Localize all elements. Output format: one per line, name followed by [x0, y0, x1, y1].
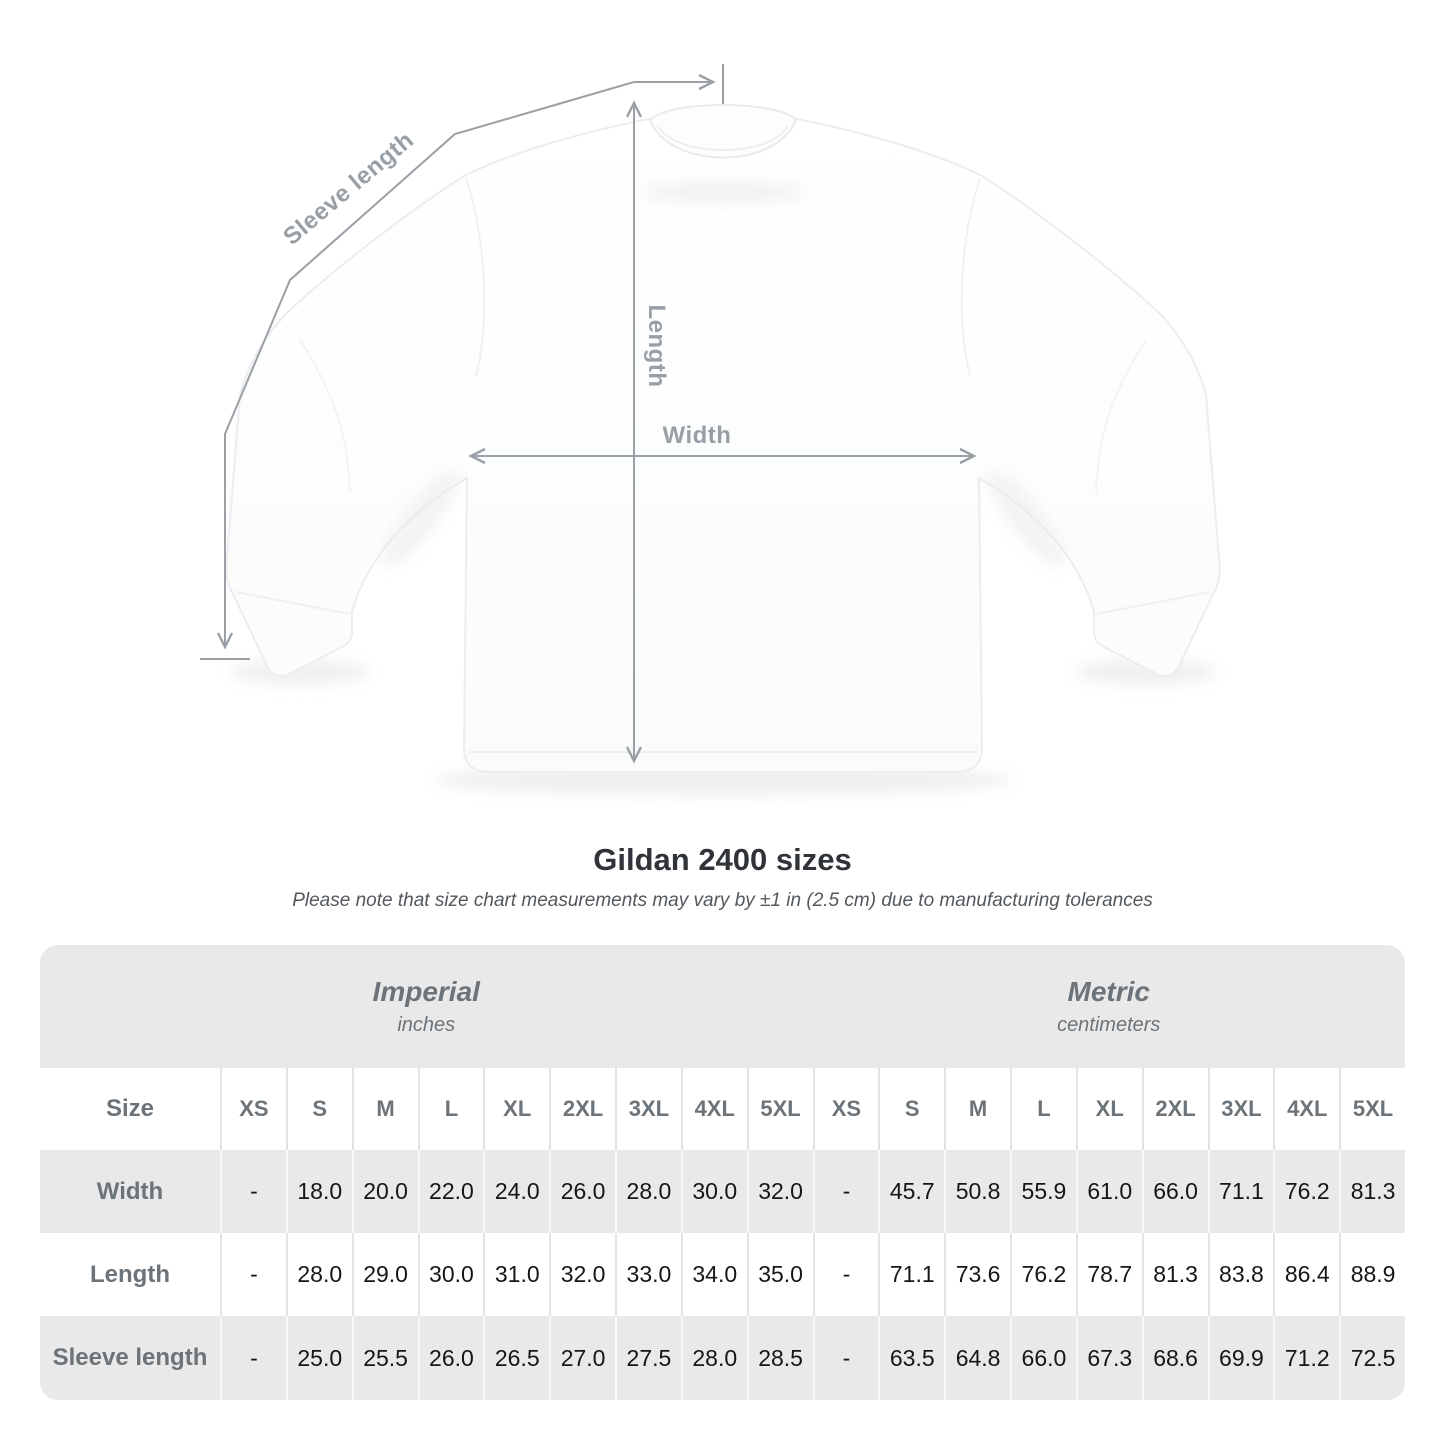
measurement-lines — [200, 64, 977, 764]
size-column-header: Size — [40, 1068, 220, 1150]
value-imperial: 25.0 — [285, 1316, 352, 1400]
sleeve-measure-line — [216, 81, 635, 650]
value-imperial: 28.5 — [746, 1316, 813, 1400]
size-header-metric-m: M — [944, 1068, 1010, 1150]
value-imperial: 25.5 — [351, 1316, 418, 1400]
size-header-metric-3xl: 3XL — [1207, 1068, 1274, 1150]
value-metric: - — [812, 1316, 879, 1400]
size-header-imperial-xs: XS — [220, 1068, 286, 1150]
value-metric: 76.2 — [1010, 1233, 1076, 1316]
value-metric: 71.2 — [1273, 1316, 1340, 1400]
value-metric: 73.6 — [944, 1233, 1010, 1316]
value-metric: 63.5 — [878, 1316, 945, 1400]
page-title: Gildan 2400 sizes — [593, 842, 852, 877]
value-metric: 81.3 — [1339, 1150, 1405, 1233]
value-imperial: 20.0 — [351, 1150, 418, 1233]
size-header-imperial-4xl: 4XL — [680, 1068, 747, 1150]
value-imperial: 27.5 — [615, 1316, 681, 1400]
value-metric: 67.3 — [1075, 1316, 1142, 1400]
value-imperial: 29.0 — [351, 1233, 418, 1316]
row-label-sleeve-length: Sleeve length — [40, 1316, 220, 1400]
value-metric: 81.3 — [1141, 1233, 1208, 1316]
size-header-imperial-m: M — [351, 1068, 418, 1150]
value-imperial: 30.0 — [417, 1233, 484, 1316]
value-metric: 71.1 — [878, 1233, 945, 1316]
shirt-diagram: Sleeve length Length Width — [200, 64, 1221, 795]
value-imperial: 28.0 — [285, 1233, 352, 1316]
value-imperial: 28.0 — [680, 1316, 747, 1400]
value-imperial: 35.0 — [746, 1233, 813, 1316]
imperial-group-header: Imperial inches — [40, 945, 813, 1068]
size-header-metric-s: S — [878, 1068, 945, 1150]
value-metric: 78.7 — [1075, 1233, 1142, 1316]
value-metric: 66.0 — [1010, 1316, 1076, 1400]
value-imperial: 32.0 — [746, 1150, 813, 1233]
value-metric: 88.9 — [1339, 1233, 1405, 1316]
value-imperial: 30.0 — [680, 1150, 747, 1233]
size-header-metric-2xl: 2XL — [1141, 1068, 1208, 1150]
value-metric: 76.2 — [1273, 1150, 1340, 1233]
value-metric: 61.0 — [1075, 1150, 1142, 1233]
width-label: Width — [662, 422, 732, 449]
value-metric: 66.0 — [1141, 1150, 1208, 1233]
row-label-width: Width — [40, 1150, 220, 1233]
value-imperial: 24.0 — [483, 1150, 550, 1233]
value-imperial: 28.0 — [615, 1150, 681, 1233]
value-metric: 55.9 — [1010, 1150, 1076, 1233]
size-header-metric-5xl: 5XL — [1339, 1068, 1405, 1150]
row-label-length: Length — [40, 1233, 220, 1316]
value-imperial: 27.0 — [549, 1316, 615, 1400]
metric-unit-label: centimeters — [1057, 1014, 1161, 1036]
size-header-metric-4xl: 4XL — [1273, 1068, 1340, 1150]
metric-label: Metric — [1067, 976, 1150, 1007]
imperial-unit-label: inches — [397, 1014, 456, 1036]
value-metric: 64.8 — [944, 1316, 1010, 1400]
value-imperial: 26.0 — [417, 1316, 484, 1400]
value-metric: 71.1 — [1207, 1150, 1274, 1233]
value-imperial: - — [220, 1150, 286, 1233]
value-imperial: 26.5 — [483, 1316, 550, 1400]
size-header-imperial-l: L — [417, 1068, 484, 1150]
size-header-imperial-s: S — [285, 1068, 352, 1150]
length-label: Length — [643, 304, 670, 388]
shirt-body — [225, 104, 1221, 773]
size-header-metric-xl: XL — [1075, 1068, 1142, 1150]
value-metric: 86.4 — [1273, 1233, 1340, 1316]
metric-group-header: Metric centimeters — [813, 945, 1406, 1068]
size-header-imperial-2xl: 2XL — [549, 1068, 615, 1150]
value-imperial: 22.0 — [417, 1150, 484, 1233]
size-table: Imperial inches Metric centimeters Size X… — [40, 945, 1405, 1400]
value-imperial: - — [220, 1233, 286, 1316]
size-header-metric-xs: XS — [812, 1068, 879, 1150]
size-header-imperial-5xl: 5XL — [746, 1068, 813, 1150]
size-header-imperial-3xl: 3XL — [615, 1068, 681, 1150]
value-imperial: 18.0 — [285, 1150, 352, 1233]
value-imperial: 33.0 — [615, 1233, 681, 1316]
value-imperial: 26.0 — [549, 1150, 615, 1233]
value-imperial: - — [220, 1316, 286, 1400]
value-metric: 68.6 — [1141, 1316, 1208, 1400]
size-header-imperial-xl: XL — [483, 1068, 550, 1150]
value-imperial: 32.0 — [549, 1233, 615, 1316]
value-metric: 72.5 — [1339, 1316, 1405, 1400]
value-metric: 83.8 — [1207, 1233, 1274, 1316]
tolerance-note: Please note that size chart measurements… — [292, 890, 1153, 911]
value-metric: - — [812, 1150, 879, 1233]
value-metric: 69.9 — [1207, 1316, 1274, 1400]
value-imperial: 31.0 — [483, 1233, 550, 1316]
title-block: Gildan 2400 sizes Please note that size … — [0, 842, 1445, 912]
value-imperial: 34.0 — [680, 1233, 747, 1316]
size-header-metric-l: L — [1010, 1068, 1076, 1150]
value-metric: 45.7 — [878, 1150, 945, 1233]
shirt-illustration — [200, 64, 1221, 795]
value-metric: 50.8 — [944, 1150, 1010, 1233]
value-metric: - — [812, 1233, 879, 1316]
imperial-label: Imperial — [372, 976, 480, 1007]
